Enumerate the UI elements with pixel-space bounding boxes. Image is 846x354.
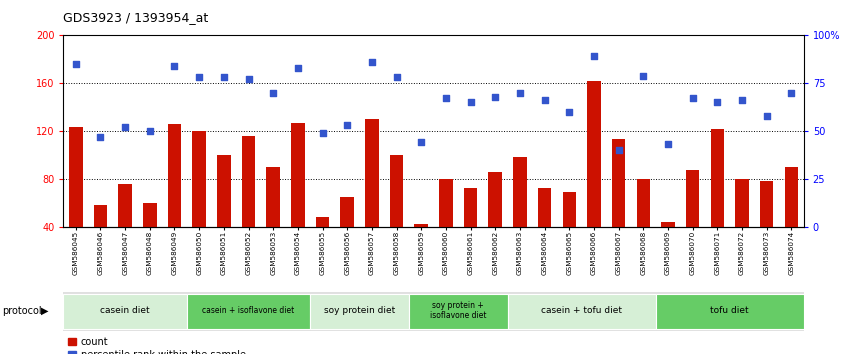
Point <box>587 53 601 59</box>
Point <box>662 142 675 147</box>
Bar <box>143 202 157 227</box>
Text: soy protein +
isoflavone diet: soy protein + isoflavone diet <box>430 301 486 320</box>
Legend: count, percentile rank within the sample: count, percentile rank within the sample <box>69 337 246 354</box>
FancyBboxPatch shape <box>187 294 310 329</box>
Point <box>612 147 625 153</box>
Point <box>340 122 354 128</box>
Point <box>760 113 773 119</box>
Text: casein + isoflavone diet: casein + isoflavone diet <box>202 306 294 315</box>
Bar <box>514 157 527 227</box>
Point <box>735 98 749 103</box>
Bar <box>168 124 181 227</box>
Point <box>636 73 650 78</box>
Bar <box>242 136 255 227</box>
Point <box>118 124 132 130</box>
Bar <box>563 192 576 227</box>
Bar <box>415 224 428 227</box>
Bar <box>94 205 107 227</box>
Bar <box>217 155 231 227</box>
FancyBboxPatch shape <box>63 294 187 329</box>
Bar <box>464 188 477 227</box>
Point <box>266 90 280 96</box>
Point <box>69 61 83 67</box>
Point <box>217 75 231 80</box>
Bar <box>538 188 552 227</box>
Bar <box>118 183 132 227</box>
Bar <box>488 172 502 227</box>
Bar <box>439 179 453 227</box>
Text: tofu diet: tofu diet <box>711 306 749 315</box>
Bar <box>266 167 280 227</box>
Point <box>365 59 379 65</box>
Bar <box>711 129 724 227</box>
Point <box>291 65 305 71</box>
Point <box>686 96 700 101</box>
Bar <box>291 122 305 227</box>
FancyBboxPatch shape <box>409 294 508 329</box>
Text: ▶: ▶ <box>41 306 48 316</box>
Point <box>439 96 453 101</box>
Bar <box>192 131 206 227</box>
Bar <box>69 127 83 227</box>
Point <box>192 75 206 80</box>
Point <box>514 90 527 96</box>
Point <box>143 128 157 134</box>
FancyBboxPatch shape <box>63 292 804 331</box>
Bar <box>587 81 601 227</box>
Bar <box>340 197 354 227</box>
Point <box>242 76 255 82</box>
FancyBboxPatch shape <box>508 294 656 329</box>
Point <box>316 130 329 136</box>
Bar <box>686 170 700 227</box>
Point <box>563 109 576 115</box>
Bar <box>316 217 329 227</box>
Point <box>415 139 428 145</box>
Point <box>168 63 181 69</box>
Point <box>464 99 477 105</box>
Bar <box>784 167 798 227</box>
Text: GDS3923 / 1393954_at: GDS3923 / 1393954_at <box>63 11 209 24</box>
Bar <box>662 222 675 227</box>
Point <box>711 99 724 105</box>
Bar <box>636 179 650 227</box>
Text: protocol: protocol <box>2 306 41 316</box>
Bar <box>390 155 404 227</box>
FancyBboxPatch shape <box>656 294 804 329</box>
Text: casein diet: casein diet <box>101 306 150 315</box>
FancyBboxPatch shape <box>310 294 409 329</box>
Bar <box>365 119 379 227</box>
Text: soy protein diet: soy protein diet <box>324 306 395 315</box>
Point <box>488 94 502 99</box>
Text: casein + tofu diet: casein + tofu diet <box>541 306 622 315</box>
Point <box>390 75 404 80</box>
Point <box>784 90 798 96</box>
Bar <box>760 181 773 227</box>
Point <box>538 98 552 103</box>
Point <box>94 134 107 139</box>
Bar <box>612 139 625 227</box>
Bar <box>735 179 749 227</box>
